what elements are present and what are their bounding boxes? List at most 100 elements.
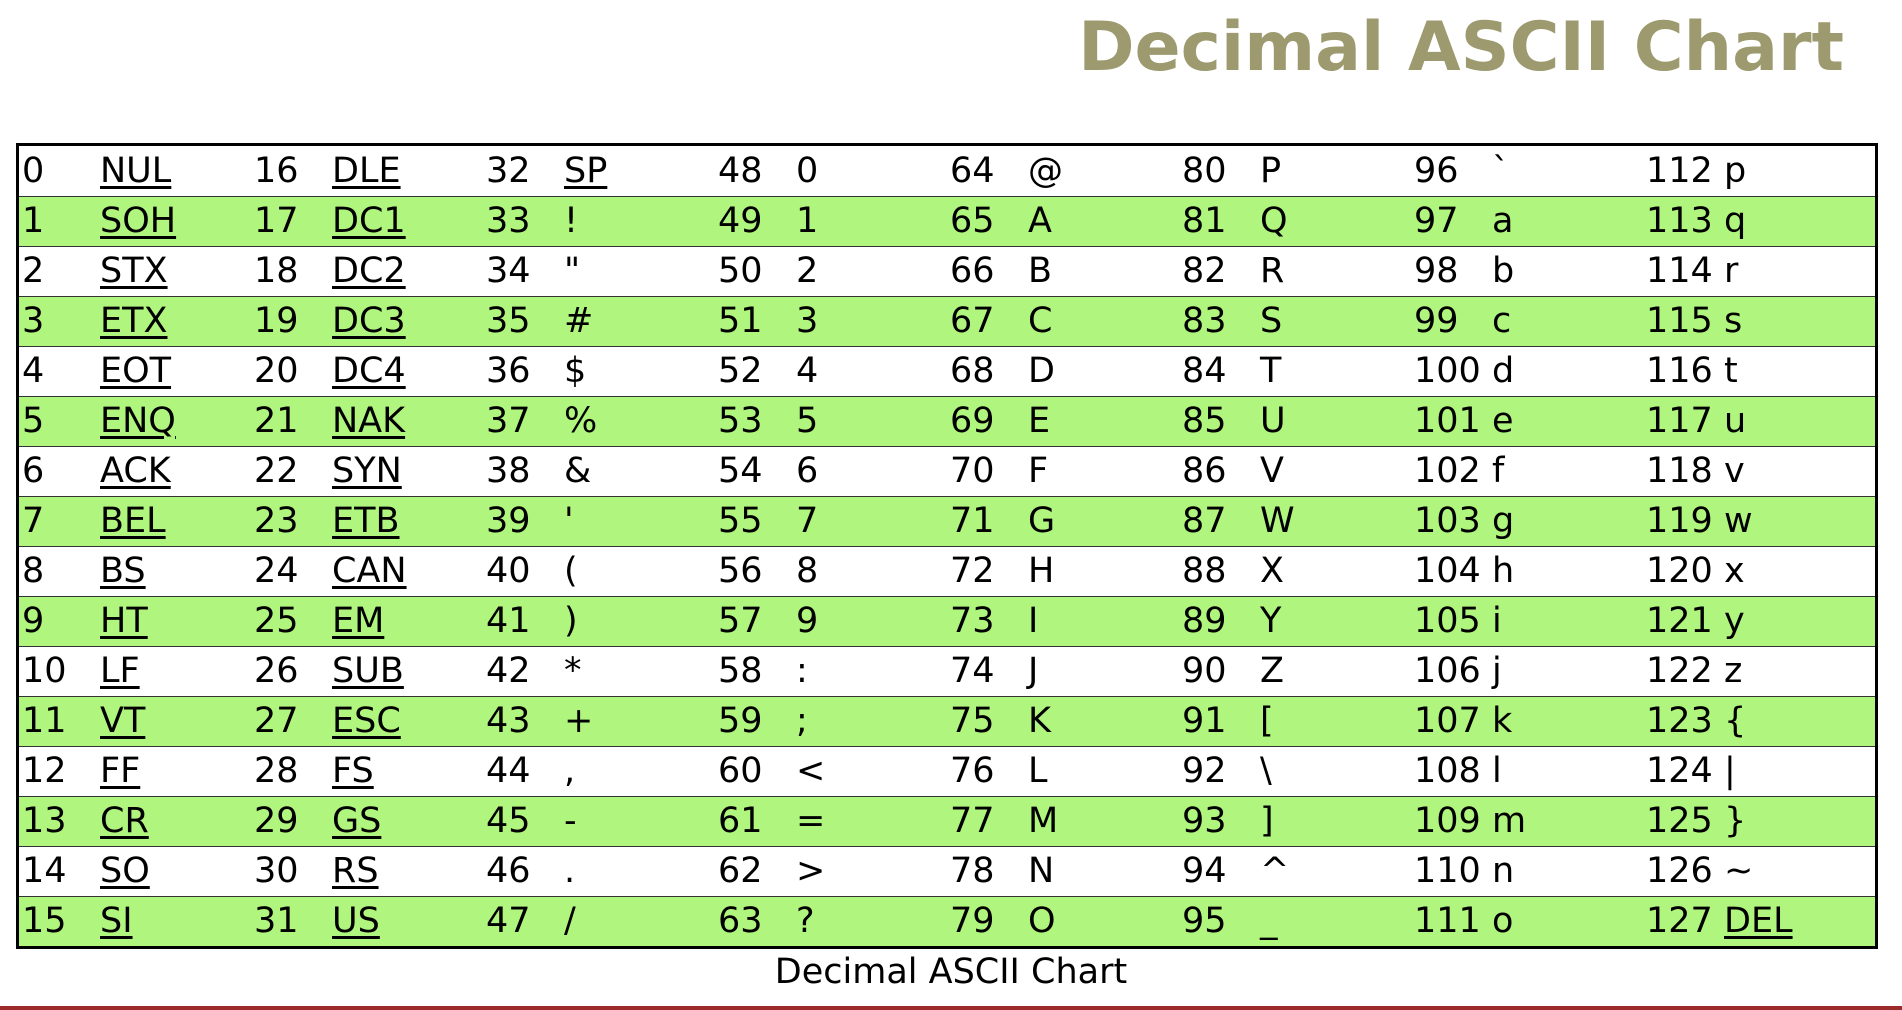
control-code-link[interactable]: US: [332, 901, 380, 942]
control-code-link[interactable]: HT: [100, 601, 148, 641]
control-code-link[interactable]: DC2: [332, 251, 406, 291]
character-cell: M: [1025, 795, 1179, 846]
character-cell: -: [561, 795, 715, 846]
control-code-link[interactable]: EOT: [100, 351, 172, 391]
character-cell: w: [1721, 495, 1875, 546]
decimal-code: 89: [1179, 595, 1257, 646]
decimal-code: 63: [715, 895, 793, 946]
control-code-link[interactable]: DC4: [332, 351, 406, 391]
control-code-link[interactable]: NUL: [100, 150, 172, 191]
character-cell: s: [1721, 295, 1875, 346]
control-code-link[interactable]: ESC: [332, 701, 401, 741]
character-cell: SYN: [329, 445, 483, 496]
control-code-link[interactable]: SI: [100, 901, 133, 942]
character-cell: $: [561, 345, 715, 396]
character-glyph: I: [1028, 601, 1039, 641]
control-code-link[interactable]: DLE: [332, 150, 401, 191]
decimal-code: 72: [947, 545, 1025, 596]
control-code-link[interactable]: STX: [100, 251, 168, 291]
character-cell: STX: [97, 245, 251, 296]
decimal-code: 22: [251, 445, 329, 496]
character-glyph: =: [796, 801, 826, 841]
bottom-rule: [0, 1006, 1902, 1010]
character-cell: ESC: [329, 695, 483, 746]
control-code-link[interactable]: SP: [564, 150, 608, 191]
decimal-code: 59: [715, 695, 793, 746]
control-code-link[interactable]: SYN: [332, 451, 402, 491]
table-row: 1 SOH 17 DC1 33! 49 1 65 A 81 Q 97 a 113 q: [19, 195, 1875, 246]
decimal-code: 113: [1643, 195, 1721, 246]
character-glyph: x: [1724, 551, 1745, 591]
character-cell: (: [561, 545, 715, 596]
control-code-link[interactable]: SOH: [100, 201, 177, 241]
decimal-code: 127: [1643, 895, 1721, 946]
character-cell: SOH: [97, 195, 251, 246]
decimal-code: 33: [483, 195, 561, 246]
character-cell: V: [1257, 445, 1411, 496]
character-cell: 1: [793, 195, 947, 246]
control-code-link[interactable]: GS: [332, 801, 382, 841]
control-code-link[interactable]: BEL: [100, 501, 166, 541]
control-code-link[interactable]: LF: [100, 651, 140, 691]
character-glyph: B: [1028, 251, 1053, 291]
character-cell: K: [1025, 695, 1179, 746]
decimal-code: 32: [486, 150, 531, 191]
control-code-link[interactable]: ETB: [332, 501, 400, 541]
control-code-link[interactable]: ETX: [100, 301, 168, 341]
character-cell: h: [1489, 545, 1643, 596]
decimal-code: 1: [19, 195, 97, 246]
decimal-code: 90: [1179, 645, 1257, 696]
decimal-code: 21: [251, 395, 329, 446]
control-code-link[interactable]: CAN: [332, 551, 407, 591]
decimal-code: 118: [1643, 445, 1721, 496]
character-glyph: y: [1724, 601, 1745, 641]
control-code-link[interactable]: DC3: [332, 301, 406, 341]
character-glyph: $: [564, 351, 587, 391]
character-glyph: @: [1028, 150, 1063, 191]
character-cell: b: [1489, 245, 1643, 296]
control-code-link[interactable]: CR: [100, 801, 149, 841]
table-row: 12 FF 28 FS 44, 60 <76 L 92 \ 108 l 124 |: [19, 745, 1875, 796]
control-code-link[interactable]: DEL: [1724, 901, 1793, 942]
character-cell: x: [1721, 545, 1875, 596]
control-code-link[interactable]: ACK: [100, 451, 171, 491]
character-cell: @: [1025, 146, 1179, 196]
decimal-code: 102: [1411, 445, 1489, 496]
character-cell: j: [1489, 645, 1643, 696]
character-cell: 3: [793, 295, 947, 346]
decimal-code: 94: [1179, 845, 1257, 896]
control-code-link[interactable]: NAK: [332, 401, 406, 441]
character-cell: Y: [1257, 595, 1411, 646]
character-cell: o: [1489, 895, 1643, 946]
character-cell: y: [1721, 595, 1875, 646]
control-code-link[interactable]: FF: [100, 751, 141, 791]
character-cell: CR: [97, 795, 251, 846]
decimal-code: 69: [947, 395, 1025, 446]
control-code-link[interactable]: BS: [100, 551, 146, 591]
decimal-code: 54: [715, 445, 793, 496]
ascii-table: 0 NUL 16 DLE 32 SP 48 0 64 @80 P 96 ` 112 p 1 SOH 17 DC1 33…: [19, 146, 1875, 946]
control-code-link[interactable]: EM: [332, 601, 385, 641]
control-code-link[interactable]: RS: [332, 851, 379, 891]
decimal-code: 110: [1411, 845, 1489, 896]
decimal-code: 30: [251, 845, 329, 896]
decimal-code: 66: [947, 245, 1025, 296]
character-cell: :: [793, 645, 947, 696]
control-code-link[interactable]: ENQ: [100, 401, 176, 441]
table-row: 11 VT 27 ESC 43 +59; 75 K 91[107 k 123{: [19, 695, 1875, 746]
character-cell: 8: [793, 545, 947, 596]
decimal-code: 51: [715, 295, 793, 346]
control-code-link[interactable]: VT: [100, 701, 146, 741]
control-code-link[interactable]: FS: [332, 751, 374, 791]
control-code-link[interactable]: SO: [100, 851, 150, 891]
table-row: 14 SO 30 RS 46. 62 >78 N 94 ^ 110 n 126 ~: [19, 845, 1875, 896]
decimal-code: 82: [1179, 245, 1257, 296]
control-code-link[interactable]: SUB: [332, 651, 404, 691]
character-glyph: X: [1260, 551, 1284, 591]
decimal-code: 117: [1643, 395, 1721, 446]
character-glyph: G: [1028, 501, 1056, 541]
control-code-link[interactable]: DC1: [332, 201, 406, 241]
decimal-code: 107: [1411, 695, 1489, 746]
character-glyph: P: [1260, 150, 1282, 191]
